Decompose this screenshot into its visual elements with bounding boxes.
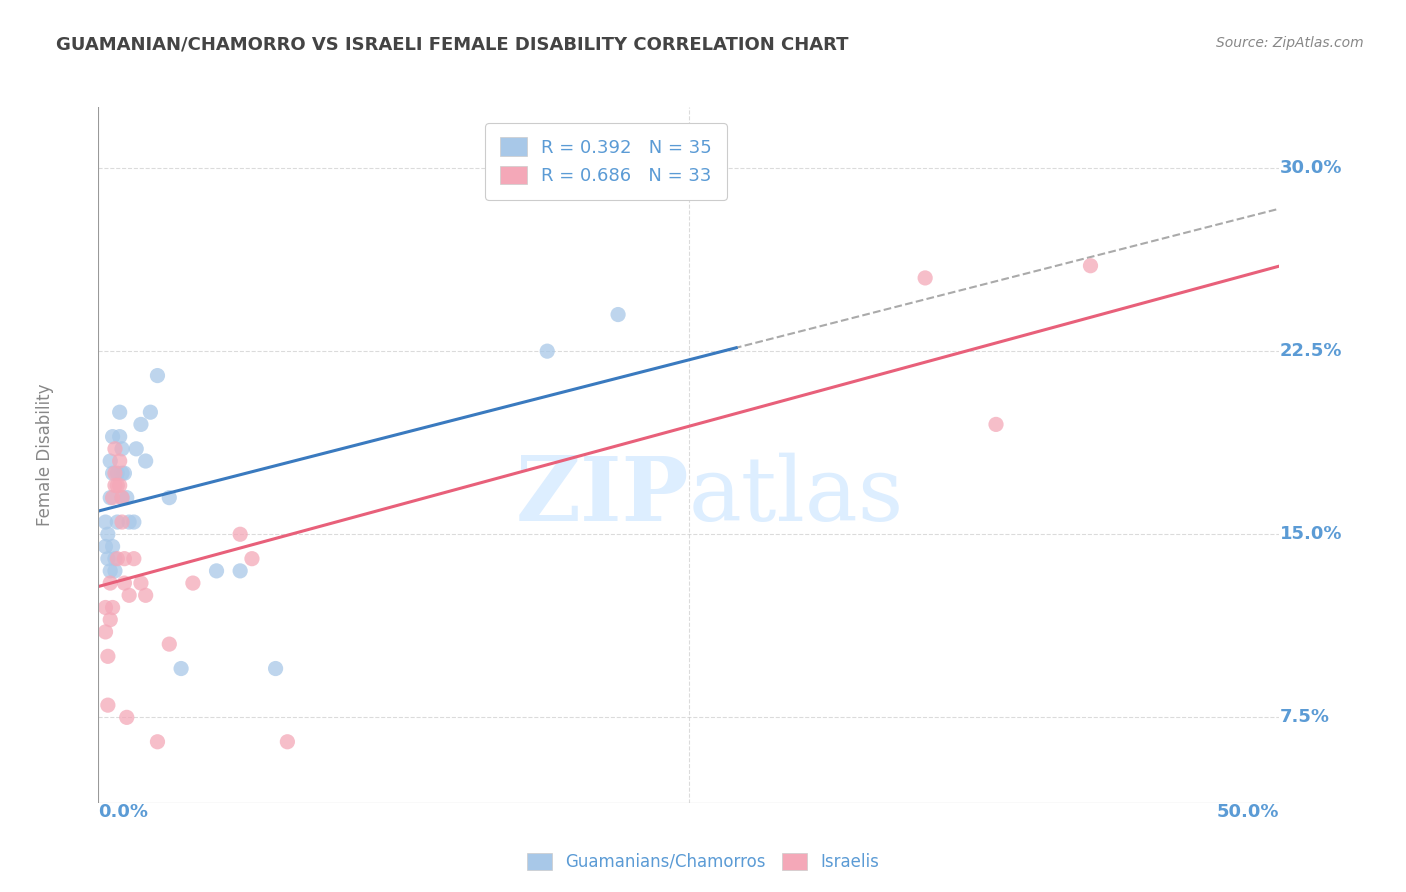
Point xyxy=(94,540,117,554)
Point xyxy=(108,454,131,468)
Point xyxy=(146,735,169,749)
Point xyxy=(170,661,193,675)
Point xyxy=(105,478,128,492)
Point xyxy=(112,467,135,481)
Point xyxy=(146,368,169,383)
Point xyxy=(984,417,1007,432)
Point xyxy=(135,454,157,468)
Text: 30.0%: 30.0% xyxy=(1279,159,1341,178)
Point xyxy=(111,442,134,456)
Text: Female Disability: Female Disability xyxy=(37,384,55,526)
Text: Source: ZipAtlas.com: Source: ZipAtlas.com xyxy=(1216,36,1364,50)
Point xyxy=(94,515,117,529)
Point xyxy=(97,527,120,541)
Point xyxy=(157,637,180,651)
Point xyxy=(129,417,152,432)
Point xyxy=(105,515,128,529)
Legend: R = 0.392   N = 35, R = 0.686   N = 33: R = 0.392 N = 35, R = 0.686 N = 33 xyxy=(485,123,727,200)
Text: GUAMANIAN/CHAMORRO VS ISRAELI FEMALE DISABILITY CORRELATION CHART: GUAMANIAN/CHAMORRO VS ISRAELI FEMALE DIS… xyxy=(56,36,849,54)
Point xyxy=(181,576,204,591)
Point xyxy=(607,308,630,322)
Point xyxy=(111,491,134,505)
Point xyxy=(118,515,141,529)
Point xyxy=(104,478,127,492)
Point xyxy=(1080,259,1102,273)
Point xyxy=(129,576,152,591)
Point xyxy=(536,344,558,359)
Text: 7.5%: 7.5% xyxy=(1279,708,1330,726)
Point xyxy=(104,564,127,578)
Point xyxy=(157,491,180,505)
Point xyxy=(115,710,138,724)
Legend: Guamanians/Chamorros, Israelis: Guamanians/Chamorros, Israelis xyxy=(519,845,887,880)
Point xyxy=(101,429,124,443)
Text: ZIP: ZIP xyxy=(516,453,689,541)
Point xyxy=(112,551,135,566)
Point xyxy=(122,551,145,566)
Point xyxy=(264,661,287,675)
Point xyxy=(101,467,124,481)
Point xyxy=(94,600,117,615)
Point xyxy=(97,698,120,713)
Point xyxy=(229,527,252,541)
Point xyxy=(914,271,936,285)
Point xyxy=(111,491,134,505)
Point xyxy=(105,467,128,481)
Point xyxy=(276,735,298,749)
Point xyxy=(240,551,263,566)
Point xyxy=(111,467,134,481)
Point xyxy=(104,467,127,481)
Point xyxy=(108,429,131,443)
Text: 15.0%: 15.0% xyxy=(1279,525,1341,543)
Text: atlas: atlas xyxy=(689,453,904,541)
Text: 0.0%: 0.0% xyxy=(98,803,149,821)
Point xyxy=(101,600,124,615)
Point xyxy=(98,613,121,627)
Point xyxy=(97,649,120,664)
Point xyxy=(104,551,127,566)
Point xyxy=(98,576,121,591)
Point xyxy=(104,442,127,456)
Point xyxy=(101,540,124,554)
Point xyxy=(98,564,121,578)
Point xyxy=(98,454,121,468)
Point xyxy=(118,588,141,602)
Point xyxy=(101,491,124,505)
Point xyxy=(125,442,148,456)
Point xyxy=(94,624,117,639)
Text: 50.0%: 50.0% xyxy=(1218,803,1279,821)
Point xyxy=(108,478,131,492)
Point xyxy=(115,491,138,505)
Text: 22.5%: 22.5% xyxy=(1279,343,1341,360)
Point xyxy=(108,405,131,419)
Point xyxy=(98,491,121,505)
Point xyxy=(229,564,252,578)
Point xyxy=(139,405,162,419)
Point xyxy=(111,515,134,529)
Point xyxy=(205,564,228,578)
Point xyxy=(112,576,135,591)
Point xyxy=(122,515,145,529)
Point xyxy=(105,551,128,566)
Point xyxy=(135,588,157,602)
Point xyxy=(97,551,120,566)
